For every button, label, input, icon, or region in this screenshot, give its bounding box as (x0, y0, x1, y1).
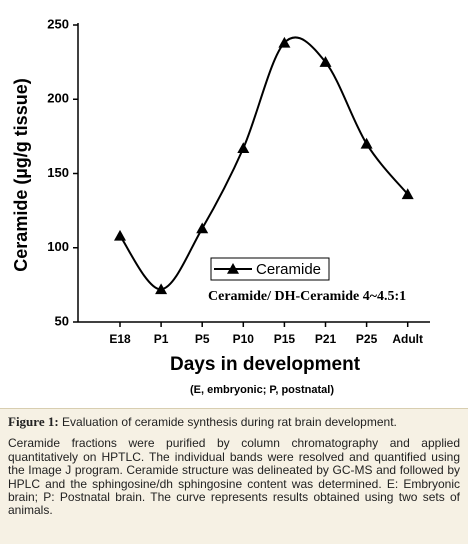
x-tick-label: P10 (233, 332, 255, 346)
marker (319, 56, 332, 67)
marker (237, 142, 250, 154)
x-tick-label: P5 (195, 332, 210, 346)
x-tick-label: P21 (315, 332, 337, 346)
x-tick-label: Adult (392, 332, 423, 346)
x-axis-label: Days in development (170, 354, 361, 375)
x-tick-label: P25 (356, 332, 378, 346)
annotation: Ceramide/ DH-Ceramide 4~4.5:1 (208, 289, 406, 304)
marker (401, 188, 414, 200)
marker (196, 222, 209, 234)
legend-box (210, 257, 330, 281)
y-tick-label: 50 (55, 313, 69, 328)
marker (155, 283, 168, 295)
line (119, 36, 409, 291)
marker (114, 229, 126, 241)
marker (360, 137, 373, 149)
y-tick-label: 200 (47, 91, 69, 106)
legend-label: Ceramide (256, 261, 321, 278)
caption-heading: Evaluation of ceramide synthesis during … (62, 415, 397, 429)
caption: Figure 1: Evaluation of ceramide synthes… (0, 408, 468, 544)
x-tick-label: E18 (109, 332, 131, 346)
y-tick-label: 100 (47, 239, 69, 254)
legend-marker (227, 263, 239, 274)
y-axis-label: Ceramide (µg/g tissue) (11, 78, 31, 271)
y-tick-label: 150 (47, 165, 69, 180)
caption-title: Figure 1: Evaluation of ceramide synthes… (8, 415, 460, 429)
y-tick-label: 250 (47, 16, 69, 31)
x-tick-label: P15 (274, 332, 296, 346)
marker (278, 36, 291, 48)
x-tick-label: P1 (154, 332, 169, 346)
caption-label: Figure 1: (8, 414, 59, 429)
x-axis-note: (E, embryonic; P, postnatal) (190, 384, 334, 396)
chart: Ceramide (µg/g tissue) Days in developme… (11, 16, 430, 396)
caption-body: Ceramide fractions were purified by colu… (8, 436, 460, 518)
